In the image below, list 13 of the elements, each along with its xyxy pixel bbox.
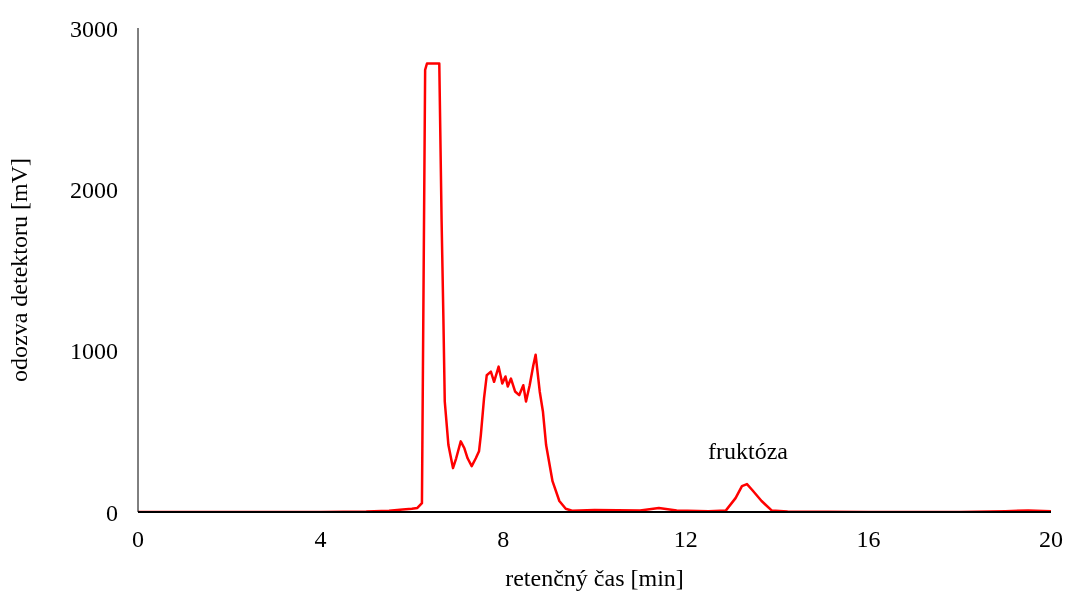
y-tick-label: 2000 [70,176,118,203]
x-tick-label: 4 [314,526,327,553]
x-tick-label: 8 [497,526,510,553]
x-tick-label: 0 [132,526,144,553]
annotation: fruktóza [708,438,788,465]
y-tick-label: 3000 [70,15,118,42]
x-axis-title: retenčný čas [min] [505,565,684,591]
y-axis-title: odozva detektoru [mV] [5,158,32,382]
y-tick-label: 1000 [70,338,118,365]
x-tick-label: 16 [856,526,881,553]
x-tick-label: 20 [1039,526,1063,553]
x-tick-label: 12 [673,526,698,553]
y-tick-label: 0 [106,499,118,526]
